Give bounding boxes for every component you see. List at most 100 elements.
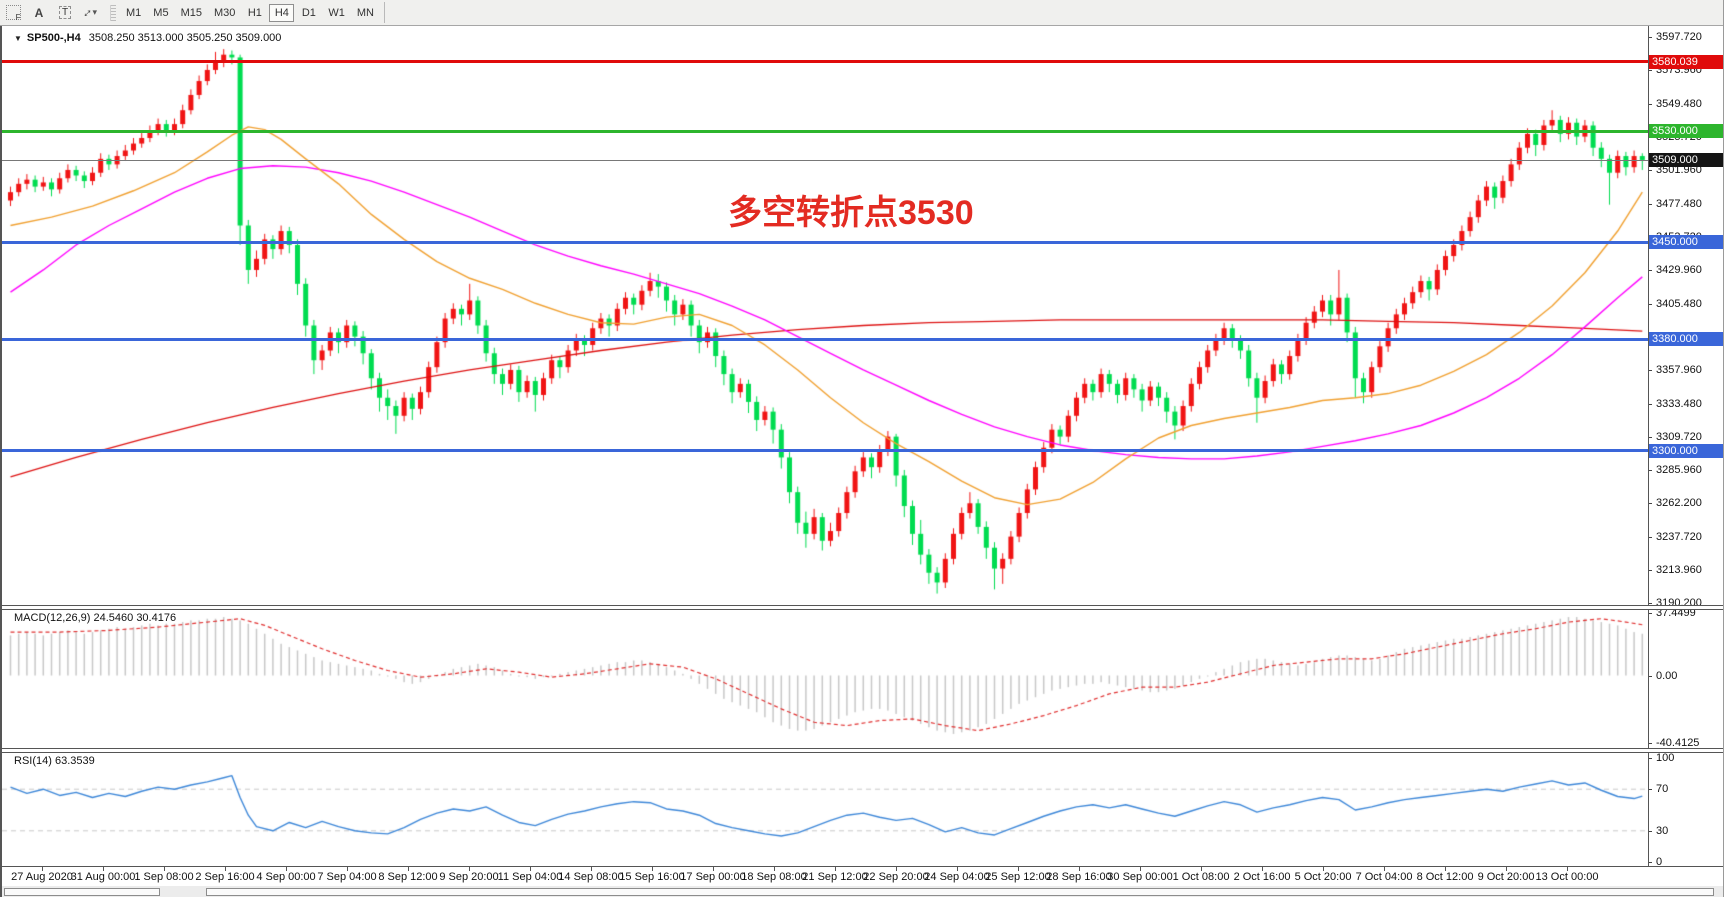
date-tick-mark [164, 867, 165, 871]
macd-tick-mark [1648, 612, 1652, 614]
price-tick-mark [1648, 570, 1652, 571]
date-tick-mark [835, 867, 836, 871]
macd-tick-label: 0.00 [1656, 669, 1678, 682]
price-badge-3580.039: 3580.039 [1649, 54, 1723, 69]
timeframe-button-d1[interactable]: D1 [296, 4, 321, 22]
price-badge-3380.000: 3380.000 [1649, 332, 1723, 347]
macd-panel-splitter[interactable] [2, 605, 1723, 610]
timeframe-button-w1[interactable]: W1 [323, 4, 350, 22]
date-label: 1 Sep 08:00 [134, 871, 194, 883]
price-tick-label: 3309.720 [1656, 431, 1702, 443]
timeframe-button-m1[interactable]: M1 [121, 4, 146, 22]
date-label: 18 Sep 08:00 [741, 871, 807, 883]
date-label: 17 Sep 00:00 [680, 871, 746, 883]
timeframe-button-m15[interactable]: M15 [176, 4, 207, 22]
date-label: 28 Sep 16:00 [1046, 871, 1112, 883]
price-tick-mark [1648, 537, 1652, 538]
rsi-tick-mark [1648, 789, 1652, 791]
toolbar-grip[interactable] [110, 4, 116, 21]
price-tick-mark [1648, 503, 1652, 504]
price-tick-label: 3429.960 [1656, 264, 1702, 276]
price-tick-mark [1648, 304, 1652, 305]
time-axis[interactable]: 27 Aug 2020 31 Aug 00:00 1 Sep 08:00 2 Sep … [2, 866, 1723, 887]
date-label: 15 Sep 16:00 [619, 871, 685, 883]
timeframe-button-mn[interactable]: MN [352, 4, 379, 22]
date-tick-mark [1506, 867, 1507, 871]
chart-title: ▼ SP500-,H4 3508.250 3513.000 3505.250 350… [14, 32, 281, 44]
price-badge-3300.000: 3300.000 [1649, 443, 1723, 458]
toolbar-dock-icon[interactable]: F [1, 3, 25, 23]
macd-signal-value: 30.4176 [136, 612, 177, 624]
date-label: 14 Sep 08:00 [558, 871, 624, 883]
chart-toolbar: F A T ↕ ▾ M1 M5 M15 M30 H1 H4 D1 W1 MN [0, 0, 1723, 26]
timeframe-button-group: M1 M5 M15 M30 H1 H4 D1 W1 MN [120, 3, 380, 22]
date-tick-mark [42, 867, 43, 871]
date-tick-mark [1323, 867, 1324, 871]
date-label: 2 Oct 16:00 [1233, 871, 1291, 883]
price-tick-label: 3597.720 [1656, 31, 1702, 43]
date-tick-mark [1567, 867, 1568, 871]
rsi-panel-splitter[interactable] [2, 748, 1723, 753]
timeframe-button-m5[interactable]: M5 [148, 4, 173, 22]
text-tool-icon[interactable]: T [53, 3, 77, 23]
date-label: 2 Sep 16:00 [195, 871, 255, 883]
hline-3380.000[interactable] [2, 337, 1648, 341]
rsi-tick-label: 100 [1656, 752, 1675, 764]
chart-text-annotation[interactable]: 多空转折点3530 [728, 194, 974, 232]
macd-tick-label: -40.4125 [1656, 736, 1700, 749]
macd-label: MACD(12,26,9) 24.5460 30.4176 [14, 612, 177, 624]
scale-tool-icon[interactable]: ↕ ▾ [80, 4, 98, 21]
timeframe-button-h1[interactable]: H1 [242, 4, 267, 22]
date-tick-mark [347, 867, 348, 871]
macd-tick-mark [1648, 675, 1652, 677]
date-tick-mark [1140, 867, 1141, 871]
rsi-tick-label: 70 [1656, 783, 1669, 796]
hline-3530.000[interactable] [2, 129, 1648, 133]
timeframe-button-m30[interactable]: M30 [209, 4, 240, 22]
date-label: 1 Oct 08:00 [1172, 871, 1230, 883]
price-chart-canvas[interactable] [2, 25, 1723, 897]
date-tick-mark [225, 867, 226, 871]
price-tick-mark [1648, 470, 1652, 471]
toolbar-separator [383, 2, 385, 23]
hline-3450.000[interactable] [2, 240, 1648, 244]
date-tick-mark [1079, 867, 1080, 871]
price-tick-mark [1648, 104, 1652, 105]
price-badge-3530.000: 3530.000 [1649, 124, 1723, 139]
price-tick-mark [1648, 204, 1652, 205]
date-label: 8 Oct 12:00 [1416, 871, 1474, 883]
current-price-line [2, 160, 1648, 162]
date-label: 9 Sep 20:00 [439, 871, 499, 883]
hline-3580.039[interactable] [2, 60, 1648, 64]
price-tick-mark [1648, 437, 1652, 438]
symbol-period-label: SP500-,H4 [26, 32, 81, 44]
rsi-tick-label: 0 [1656, 856, 1663, 868]
date-tick-mark [1384, 867, 1385, 871]
macd-value: 24.5460 [93, 612, 134, 624]
date-label: 30 Sep 00:00 [1107, 871, 1173, 883]
price-tick-mark [1648, 270, 1652, 271]
price-tick-mark [1648, 37, 1652, 38]
timeframe-button-h4[interactable]: H4 [269, 3, 295, 22]
date-tick-mark [1445, 867, 1446, 871]
date-label: 24 Sep 04:00 [924, 871, 990, 883]
date-tick-mark [713, 867, 714, 871]
scrollbar-left-segment[interactable] [4, 888, 160, 896]
price-tick-label: 3262.200 [1656, 497, 1702, 509]
date-tick-mark [957, 867, 958, 871]
current-price-badge: 3509.000 [1649, 153, 1723, 168]
date-label: 13 Oct 00:00 [1535, 871, 1599, 883]
hline-3300.000[interactable] [2, 449, 1648, 452]
price-axis-border [1648, 25, 1649, 884]
price-tick-label: 3237.720 [1656, 531, 1702, 543]
rsi-tick-mark [1648, 758, 1652, 759]
macd-tick-mark [1648, 742, 1652, 744]
date-label: 4 Sep 00:00 [256, 871, 316, 883]
ohlc-readout: 3508.250 3513.000 3505.250 3509.000 [88, 32, 282, 44]
dock-grid-icon: F [5, 5, 21, 22]
scrollbar-thumb[interactable] [206, 888, 1714, 896]
date-tick-mark [1262, 867, 1263, 871]
collapse-triangle-icon[interactable]: ▼ [14, 34, 22, 43]
cursor-arrow-icon[interactable]: A [34, 5, 44, 20]
